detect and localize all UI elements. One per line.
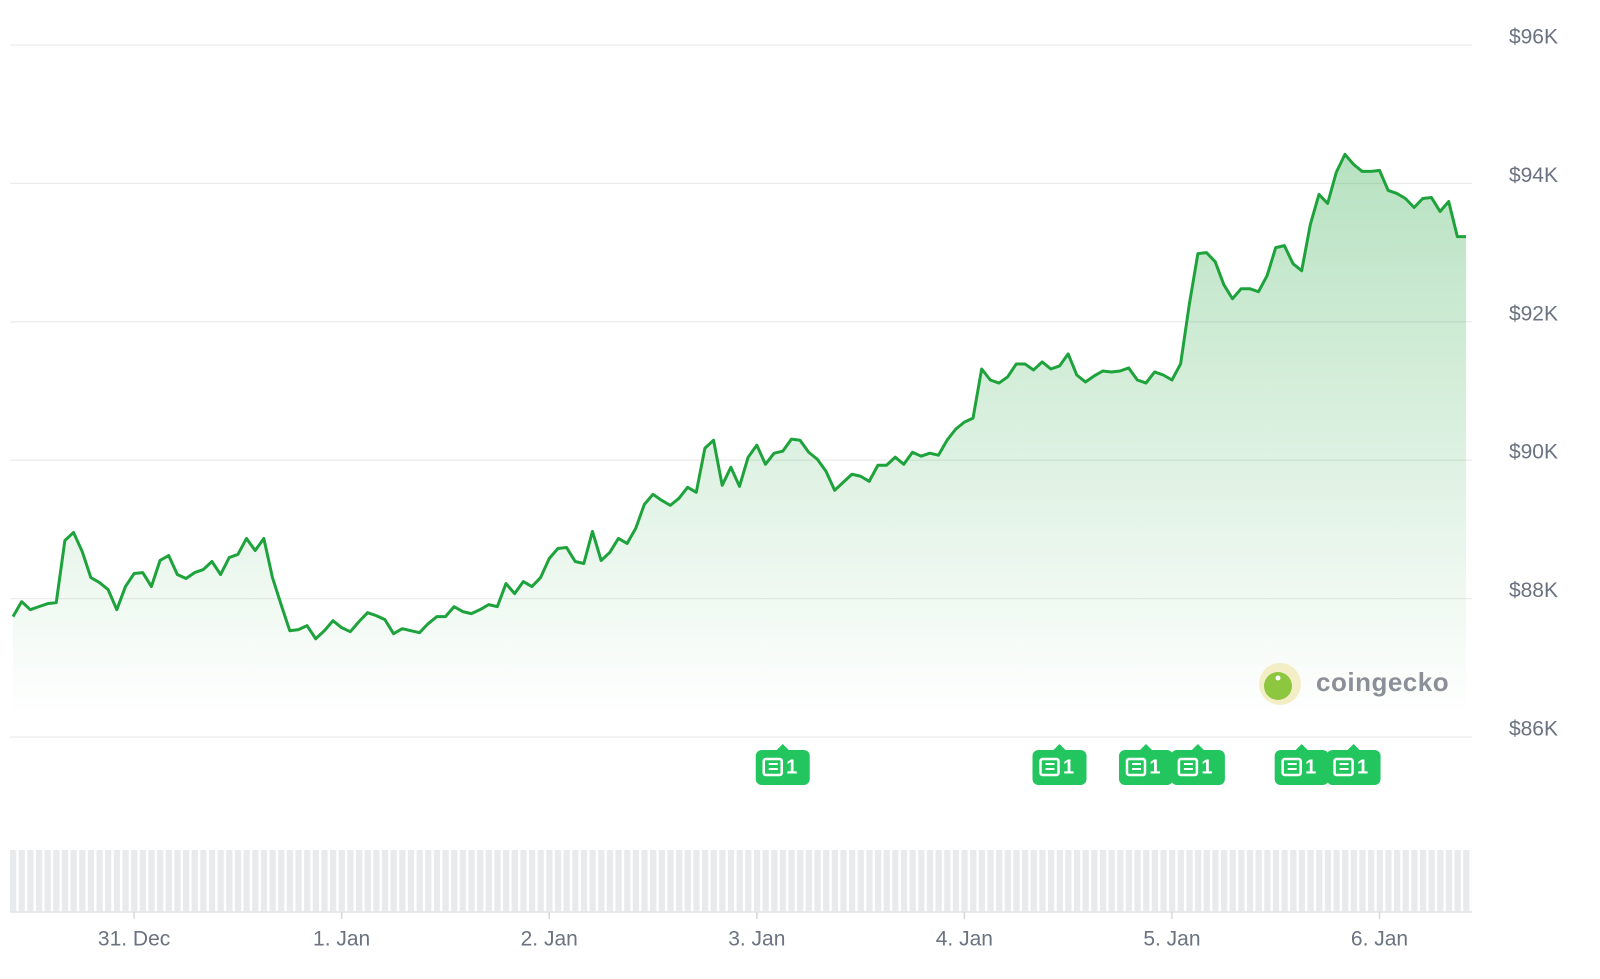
news-badge: 1 (755, 744, 810, 785)
logo-eye (1275, 675, 1281, 681)
news-badge: 1 (1274, 744, 1329, 785)
x-tick-label: 5. Jan (1143, 928, 1200, 951)
badge-icon (1333, 757, 1354, 777)
price-line (11, 152, 1466, 641)
x-tick-label: 3. Jan (728, 928, 785, 951)
badge-pointer (1052, 744, 1067, 751)
area-fill (13, 154, 1466, 718)
badge-count: 1 (1201, 756, 1212, 778)
news-badge: 1 (1032, 744, 1087, 785)
volume-band (10, 850, 1472, 912)
volume-bars (10, 850, 1472, 912)
badge-count: 1 (1305, 756, 1316, 778)
badge-pointer (1294, 744, 1309, 751)
badge-pointer (1138, 744, 1153, 751)
y-tick-label: $96K (1509, 26, 1558, 49)
badge-icon (762, 757, 783, 777)
news-badge: 1 (1326, 744, 1381, 785)
badge-pointer (1346, 744, 1361, 751)
news-badge: 1 (1118, 744, 1173, 785)
x-tick-label: 4. Jan (936, 928, 993, 951)
x-tick-label: 2. Jan (521, 928, 578, 951)
y-tick-label: $92K (1509, 302, 1558, 325)
badge-count: 1 (786, 756, 797, 778)
y-tick-label: $86K (1509, 718, 1558, 741)
x-tick-label: 6. Jan (1351, 928, 1408, 951)
news-badge: 1 (1170, 744, 1225, 785)
badge-pointer (1190, 744, 1205, 751)
watermark-text: coingecko (1316, 667, 1449, 697)
badge-count: 1 (1063, 756, 1074, 778)
y-tick-label: $94K (1509, 164, 1558, 187)
badge-icon (1281, 757, 1302, 777)
badge-count: 1 (1357, 756, 1368, 778)
y-tick-label: $88K (1509, 579, 1558, 602)
y-tick-label: $90K (1509, 441, 1558, 464)
watermark: coingecko (1259, 663, 1449, 705)
logo-gecko (1264, 672, 1292, 700)
x-tick-label: 1. Jan (313, 928, 370, 951)
badge-icon (1039, 757, 1060, 777)
badge-icon (1177, 757, 1199, 777)
badge-pointer (775, 744, 790, 751)
x-tick-label: 31. Dec (98, 928, 170, 951)
badge-icon (1125, 757, 1147, 777)
badge-count: 1 (1149, 756, 1160, 778)
